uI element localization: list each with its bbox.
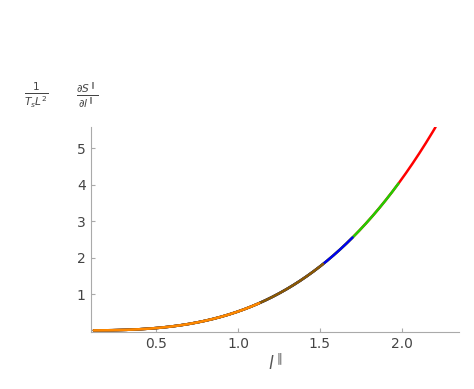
Text: $\frac{\partial S^{\parallel}}{\partial l^{\parallel}}$: $\frac{\partial S^{\parallel}}{\partial … — [76, 81, 98, 110]
Text: $\frac{1}{T_s L^2}$: $\frac{1}{T_s L^2}$ — [24, 81, 49, 110]
X-axis label: $l^{\parallel}$: $l^{\parallel}$ — [267, 354, 282, 374]
